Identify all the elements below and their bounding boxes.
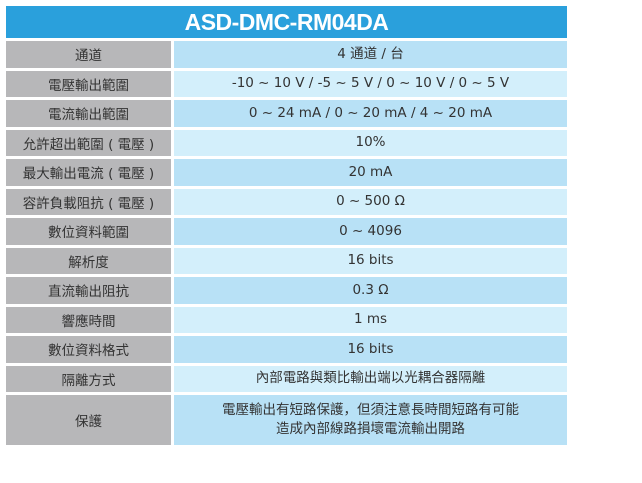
spec-label: 最大輸出電流 ( 電壓 ) bbox=[6, 159, 171, 186]
spec-value-line: 造成內部線路損壞電流輸出開路 bbox=[276, 421, 465, 437]
spec-value: 內部電路與類比輸出端以光耦合器隔離 bbox=[174, 365, 567, 392]
table-row: 響應時間 1 ms bbox=[6, 306, 567, 333]
table-row: 最大輸出電流 ( 電壓 ) 20 mA bbox=[6, 159, 567, 186]
spec-value: 0 ~ 24 mA / 0 ~ 20 mA / 4 ~ 20 mA bbox=[174, 100, 567, 127]
table-row: 容許負載阻抗 ( 電壓 ) 0 ~ 500 Ω bbox=[6, 188, 567, 215]
spec-label: 允許超出範圍 ( 電壓 ) bbox=[6, 129, 171, 156]
spec-label: 數位資料格式 bbox=[6, 336, 171, 363]
table-row: 允許超出範圍 ( 電壓 ) 10% bbox=[6, 129, 567, 156]
table-row: 電流輸出範圍 0 ~ 24 mA / 0 ~ 20 mA / 4 ~ 20 mA bbox=[6, 100, 567, 127]
spec-table: ASD-DMC-RM04DA 通道 4 通道 / 台電壓輸出範圍 -10 ~ 10 … bbox=[6, 6, 567, 445]
spec-value: -10 ~ 10 V / -5 ~ 5 V / 0 ~ 10 V / 0 ~ 5… bbox=[174, 70, 567, 97]
spec-label: 響應時間 bbox=[6, 306, 171, 333]
spec-label: 電壓輸出範圍 bbox=[6, 70, 171, 97]
spec-value: 16 bits bbox=[174, 336, 567, 363]
spec-label: 容許負載阻抗 ( 電壓 ) bbox=[6, 188, 171, 215]
spec-value: 0 ~ 500 Ω bbox=[174, 188, 567, 215]
table-row: 隔離方式 內部電路與類比輸出端以光耦合器隔離 bbox=[6, 365, 567, 392]
table-row: 數位資料範圍 0 ~ 4096 bbox=[6, 218, 567, 245]
spec-value: 4 通道 / 台 bbox=[174, 41, 567, 68]
table-row: 通道 4 通道 / 台 bbox=[6, 41, 567, 68]
table-title: ASD-DMC-RM04DA bbox=[6, 6, 567, 38]
table-row: 解析度 16 bits bbox=[6, 247, 567, 274]
spec-label: 通道 bbox=[6, 41, 171, 68]
spec-label: 解析度 bbox=[6, 247, 171, 274]
spec-value-line: 電壓輸出有短路保護，但須注意長時間短路有可能 bbox=[222, 402, 519, 418]
spec-value: 0.3 Ω bbox=[174, 277, 567, 304]
spec-value: 16 bits bbox=[174, 247, 567, 274]
spec-label: 隔離方式 bbox=[6, 365, 171, 392]
table-row: 數位資料格式 16 bits bbox=[6, 336, 567, 363]
spec-label: 直流輸出阻抗 bbox=[6, 277, 171, 304]
spec-label: 數位資料範圍 bbox=[6, 218, 171, 245]
spec-value: 電壓輸出有短路保護，但須注意長時間短路有可能 造成內部線路損壞電流輸出開路 bbox=[174, 395, 567, 445]
table-row: 直流輸出阻抗 0.3 Ω bbox=[6, 277, 567, 304]
spec-label: 保護 bbox=[6, 395, 171, 445]
spec-value: 1 ms bbox=[174, 306, 567, 333]
spec-value: 10% bbox=[174, 129, 567, 156]
spec-value: 0 ~ 4096 bbox=[174, 218, 567, 245]
spec-value: 20 mA bbox=[174, 159, 567, 186]
spec-label: 電流輸出範圍 bbox=[6, 100, 171, 127]
table-row: 電壓輸出範圍 -10 ~ 10 V / -5 ~ 5 V / 0 ~ 10 V /… bbox=[6, 70, 567, 97]
table-row: 保護 電壓輸出有短路保護，但須注意長時間短路有可能 造成內部線路損壞電流輸出開路 bbox=[6, 395, 567, 445]
